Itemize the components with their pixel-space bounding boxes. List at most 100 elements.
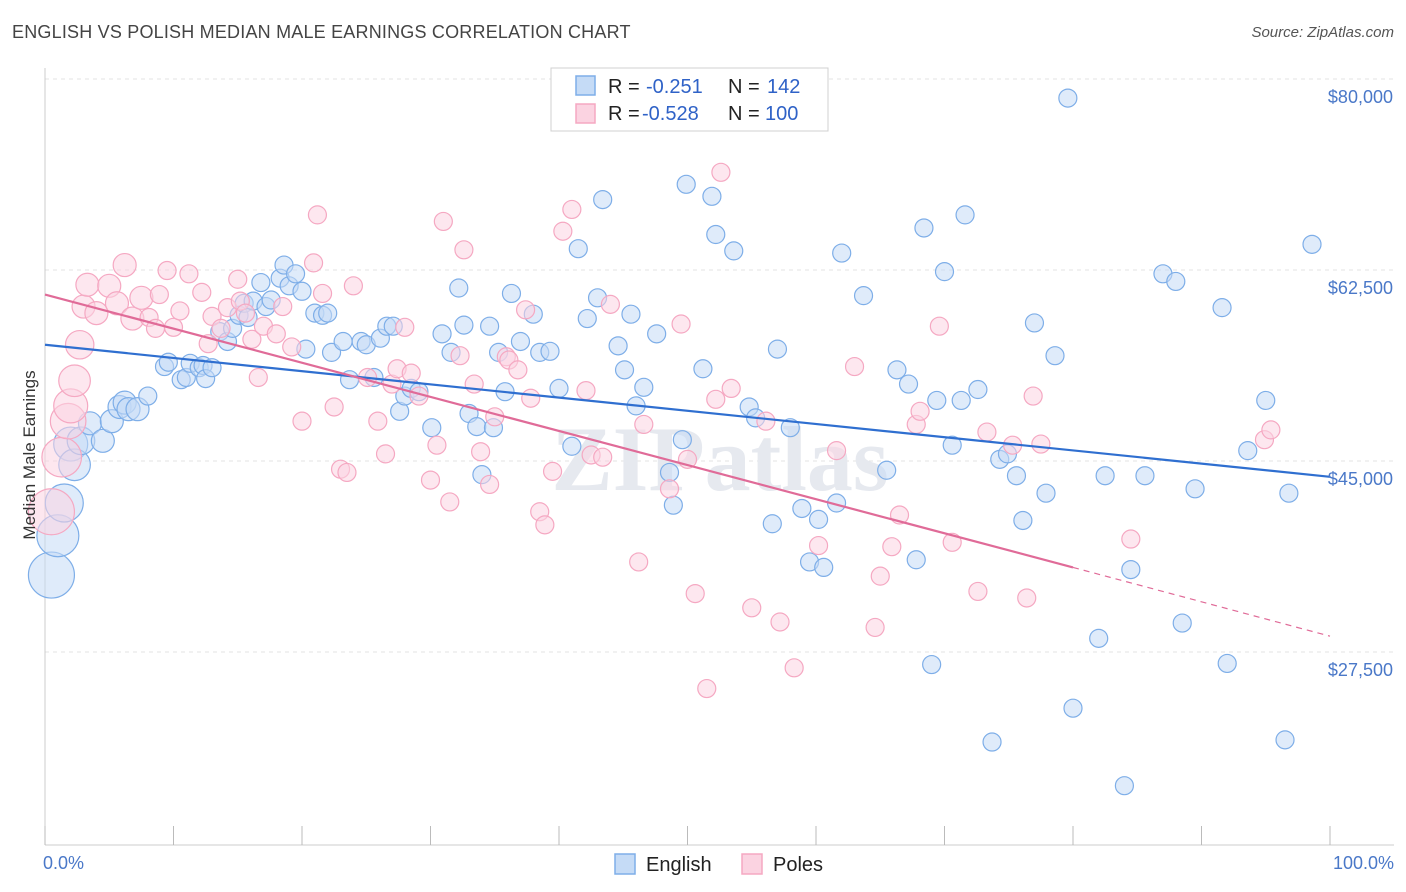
english-point-88 [693,359,713,379]
english-point-67 [501,283,522,304]
poles-point-28 [235,303,256,323]
poles-point-77 [659,479,680,499]
legend-n-value-english: 142 [767,76,800,98]
poles-point-84 [721,378,741,399]
poles-point-16 [149,284,169,305]
legend-swatch-english [575,75,596,96]
poles-point-38 [312,283,333,304]
poles-point-67 [535,515,555,535]
y-tick-label-3: $27,500 [1328,660,1393,680]
english-point-122 [1036,483,1056,503]
english-point-78 [608,336,628,356]
english-point-37 [292,281,312,301]
bottom-legend: English Poles [614,853,823,876]
english-point-83 [647,324,667,344]
english-point-7 [90,428,115,453]
english-point-90 [706,224,726,245]
poles-point-74 [600,294,621,314]
poles-point-4 [58,364,91,398]
poles-point-76 [634,414,654,435]
legend-r-value-poles: -0.528 [642,103,699,125]
english-point-120 [1013,510,1033,531]
english-point-94 [762,514,782,534]
poles-point-104 [1023,386,1043,406]
english-point-123 [1045,346,1065,366]
x-tick-label-right: 100.0% [1333,853,1394,873]
poles-point-54 [440,492,460,512]
legend-r-label-poles: R = [608,103,640,125]
english-point-109 [922,654,942,675]
poles-point-29 [242,329,262,349]
trend-line-english [44,343,1331,478]
poles-point-73 [593,447,613,467]
english-point-85 [663,495,683,515]
english-point-124 [1058,88,1078,108]
english-point-130 [1135,466,1155,486]
poles-point-85 [742,598,762,618]
english-point-99 [808,509,829,529]
correlation-legend: R = -0.251 N = 142 R = -0.528 N = 100 [550,67,829,132]
poles-point-17 [157,260,177,281]
english-point-129 [1121,559,1141,580]
poles-point-83 [711,162,731,182]
english-point-89 [702,186,722,206]
english-point-141 [1302,234,1322,254]
poles-point-52 [427,435,447,455]
bottom-legend-swatch-english [614,853,636,875]
legend-n-label-english: N = [728,76,760,98]
poles-point-49 [401,363,421,383]
poles-point-7 [75,272,100,297]
poles-point-82 [706,389,726,409]
poles-point-80 [685,583,705,604]
legend-n-label-poles: N = [728,103,760,125]
english-point-61 [467,417,487,437]
english-point-36 [285,264,306,284]
poles-point-32 [266,324,286,344]
poles-point-78 [671,314,691,334]
poles-point-105 [1031,434,1051,454]
english-point-139 [1275,730,1295,750]
english-point-107 [906,550,926,570]
series-english-points [27,88,1322,796]
english-point-114 [955,205,975,225]
poles-point-21 [192,282,212,302]
poles-point-37 [307,205,328,225]
english-point-87 [676,174,696,194]
english-point-132 [1166,271,1186,292]
english-point-133 [1172,613,1192,633]
poles-point-39 [324,397,344,417]
english-point-73 [562,436,582,456]
poles-point-20 [179,264,199,284]
english-point-58 [449,278,469,298]
legend-r-value-english: -0.251 [646,76,703,98]
english-point-138 [1256,390,1276,411]
bottom-legend-swatch-poles [741,853,763,875]
english-point-116 [982,732,1002,752]
english-point-115 [968,379,988,400]
poles-point-26 [228,269,248,289]
poles-point-1 [41,436,83,478]
poles-point-55 [450,346,470,366]
y-tick-label-2: $45,000 [1328,469,1393,489]
poles-point-89 [808,535,829,556]
english-point-77 [593,189,613,210]
poles-point-64 [515,300,536,320]
english-point-103 [853,286,874,306]
poles-point-97 [910,401,930,421]
poles-point-68 [542,461,563,481]
english-point-71 [540,341,560,361]
poles-point-65 [521,388,541,408]
poles-point-24 [211,318,231,338]
chart-title: ENGLISH VS POLISH MEDIAN MALE EARNINGS C… [12,22,631,42]
english-point-112 [942,435,962,455]
poles-point-44 [368,411,388,431]
english-point-75 [577,308,597,329]
english-point-110 [927,390,947,411]
english-point-111 [934,262,955,282]
poles-point-94 [882,537,902,557]
english-point-55 [422,418,442,438]
poles-point-88 [784,658,804,678]
english-point-106 [898,374,919,394]
poles-point-106 [1121,529,1141,549]
